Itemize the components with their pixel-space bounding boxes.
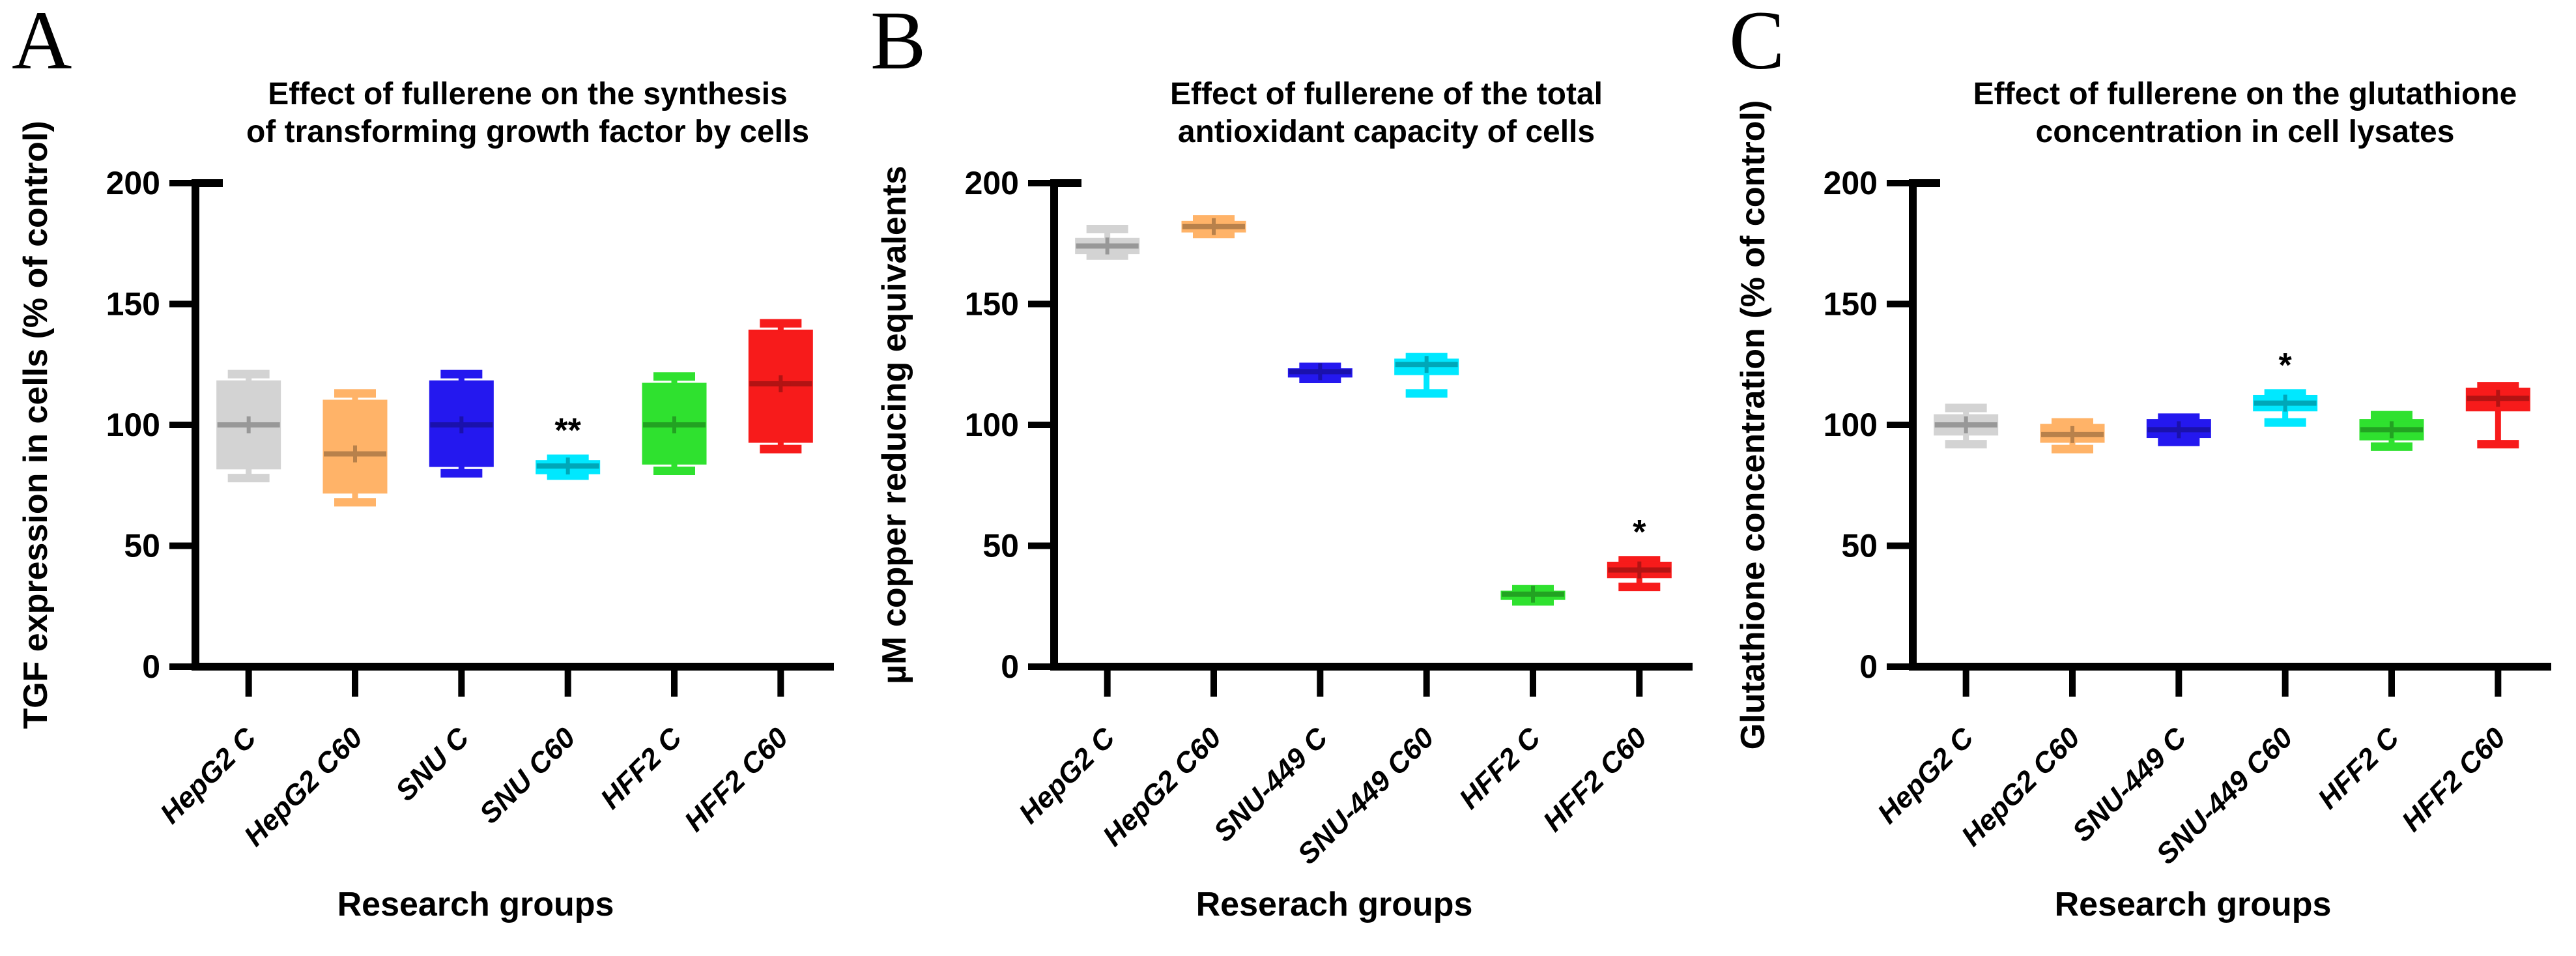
panel-b-letter: B bbox=[870, 0, 926, 87]
x-axis-label: Research groups bbox=[337, 886, 614, 923]
panel-c-letter: C bbox=[1729, 0, 1785, 87]
category-label: HFF2 C60 bbox=[678, 721, 795, 838]
chart-title-line-2: antioxidant capacity of cells bbox=[1178, 115, 1595, 149]
y-axis-label: Glutathione concentration (% of control) bbox=[1734, 100, 1772, 750]
significance-marker: * bbox=[1633, 514, 1646, 551]
chart-title-line-1: Effect of fullerene of the total bbox=[1170, 77, 1603, 111]
y-tick-label: 100 bbox=[965, 407, 1019, 443]
y-tick-label: 50 bbox=[124, 528, 160, 564]
y-tick-label: 200 bbox=[965, 165, 1019, 201]
category-label: HFF2 C bbox=[595, 721, 689, 815]
y-tick-label: 200 bbox=[106, 165, 160, 201]
y-tick-label: 50 bbox=[982, 528, 1019, 564]
y-tick-label: 100 bbox=[1824, 407, 1878, 443]
panel-b: B Effect of fullerene of the total antiox… bbox=[859, 0, 1717, 956]
chart-title-line-1: Effect of fullerene on the synthesis bbox=[268, 77, 787, 111]
y-tick-label: 0 bbox=[1859, 648, 1878, 685]
boxplot-panel-b: Effect of fullerene of the total antioxid… bbox=[876, 77, 1693, 923]
category-label: HepG2 C bbox=[154, 721, 263, 830]
category-label: HFF2 C bbox=[2312, 721, 2406, 815]
panel-a: A Effect of fullerene on the synthesis of… bbox=[0, 0, 859, 956]
y-tick-label: 200 bbox=[1824, 165, 1878, 201]
category-label: SNU C bbox=[390, 721, 476, 807]
chart-title-line-1: Effect of fullerene on the glutathione bbox=[1973, 77, 2517, 111]
y-tick-label: 50 bbox=[1841, 528, 1878, 564]
y-tick-label: 100 bbox=[106, 407, 160, 443]
category-label: HepG2 C bbox=[1013, 721, 1122, 830]
x-axis-label: Reserach groups bbox=[1196, 886, 1473, 923]
category-label: HepG2 C bbox=[1872, 721, 1981, 830]
category-label: HFF2 C60 bbox=[1537, 721, 1653, 838]
y-tick-label: 150 bbox=[965, 286, 1019, 323]
y-tick-label: 0 bbox=[1001, 648, 1019, 685]
boxplot-panel-a: Effect of fullerene on the synthesis of t… bbox=[17, 77, 834, 923]
panel-c: C Effect of fullerene on the glutathione… bbox=[1717, 0, 2576, 956]
y-axis-label: µM copper reducing equivalents bbox=[876, 166, 913, 684]
category-label: SNU C60 bbox=[474, 721, 582, 830]
significance-marker: ** bbox=[554, 412, 581, 450]
x-axis-label: Research groups bbox=[2055, 886, 2332, 923]
chart-title-line-2: concentration in cell lysates bbox=[2036, 115, 2455, 149]
chart-title-line-2: of transforming growth factor by cells bbox=[246, 115, 809, 149]
y-tick-label: 0 bbox=[142, 648, 160, 685]
y-tick-label: 150 bbox=[106, 286, 160, 323]
box bbox=[322, 399, 388, 494]
y-tick-label: 150 bbox=[1824, 286, 1878, 323]
category-label: HFF2 C bbox=[1453, 721, 1547, 815]
y-axis-label: TGF expression in cells (% of control) bbox=[17, 121, 55, 729]
significance-marker: * bbox=[2279, 347, 2293, 384]
panel-a-letter: A bbox=[12, 0, 72, 87]
category-label: HFF2 C60 bbox=[2396, 721, 2512, 838]
boxplot-panel-c: Effect of fullerene on the glutathione co… bbox=[1734, 77, 2551, 923]
